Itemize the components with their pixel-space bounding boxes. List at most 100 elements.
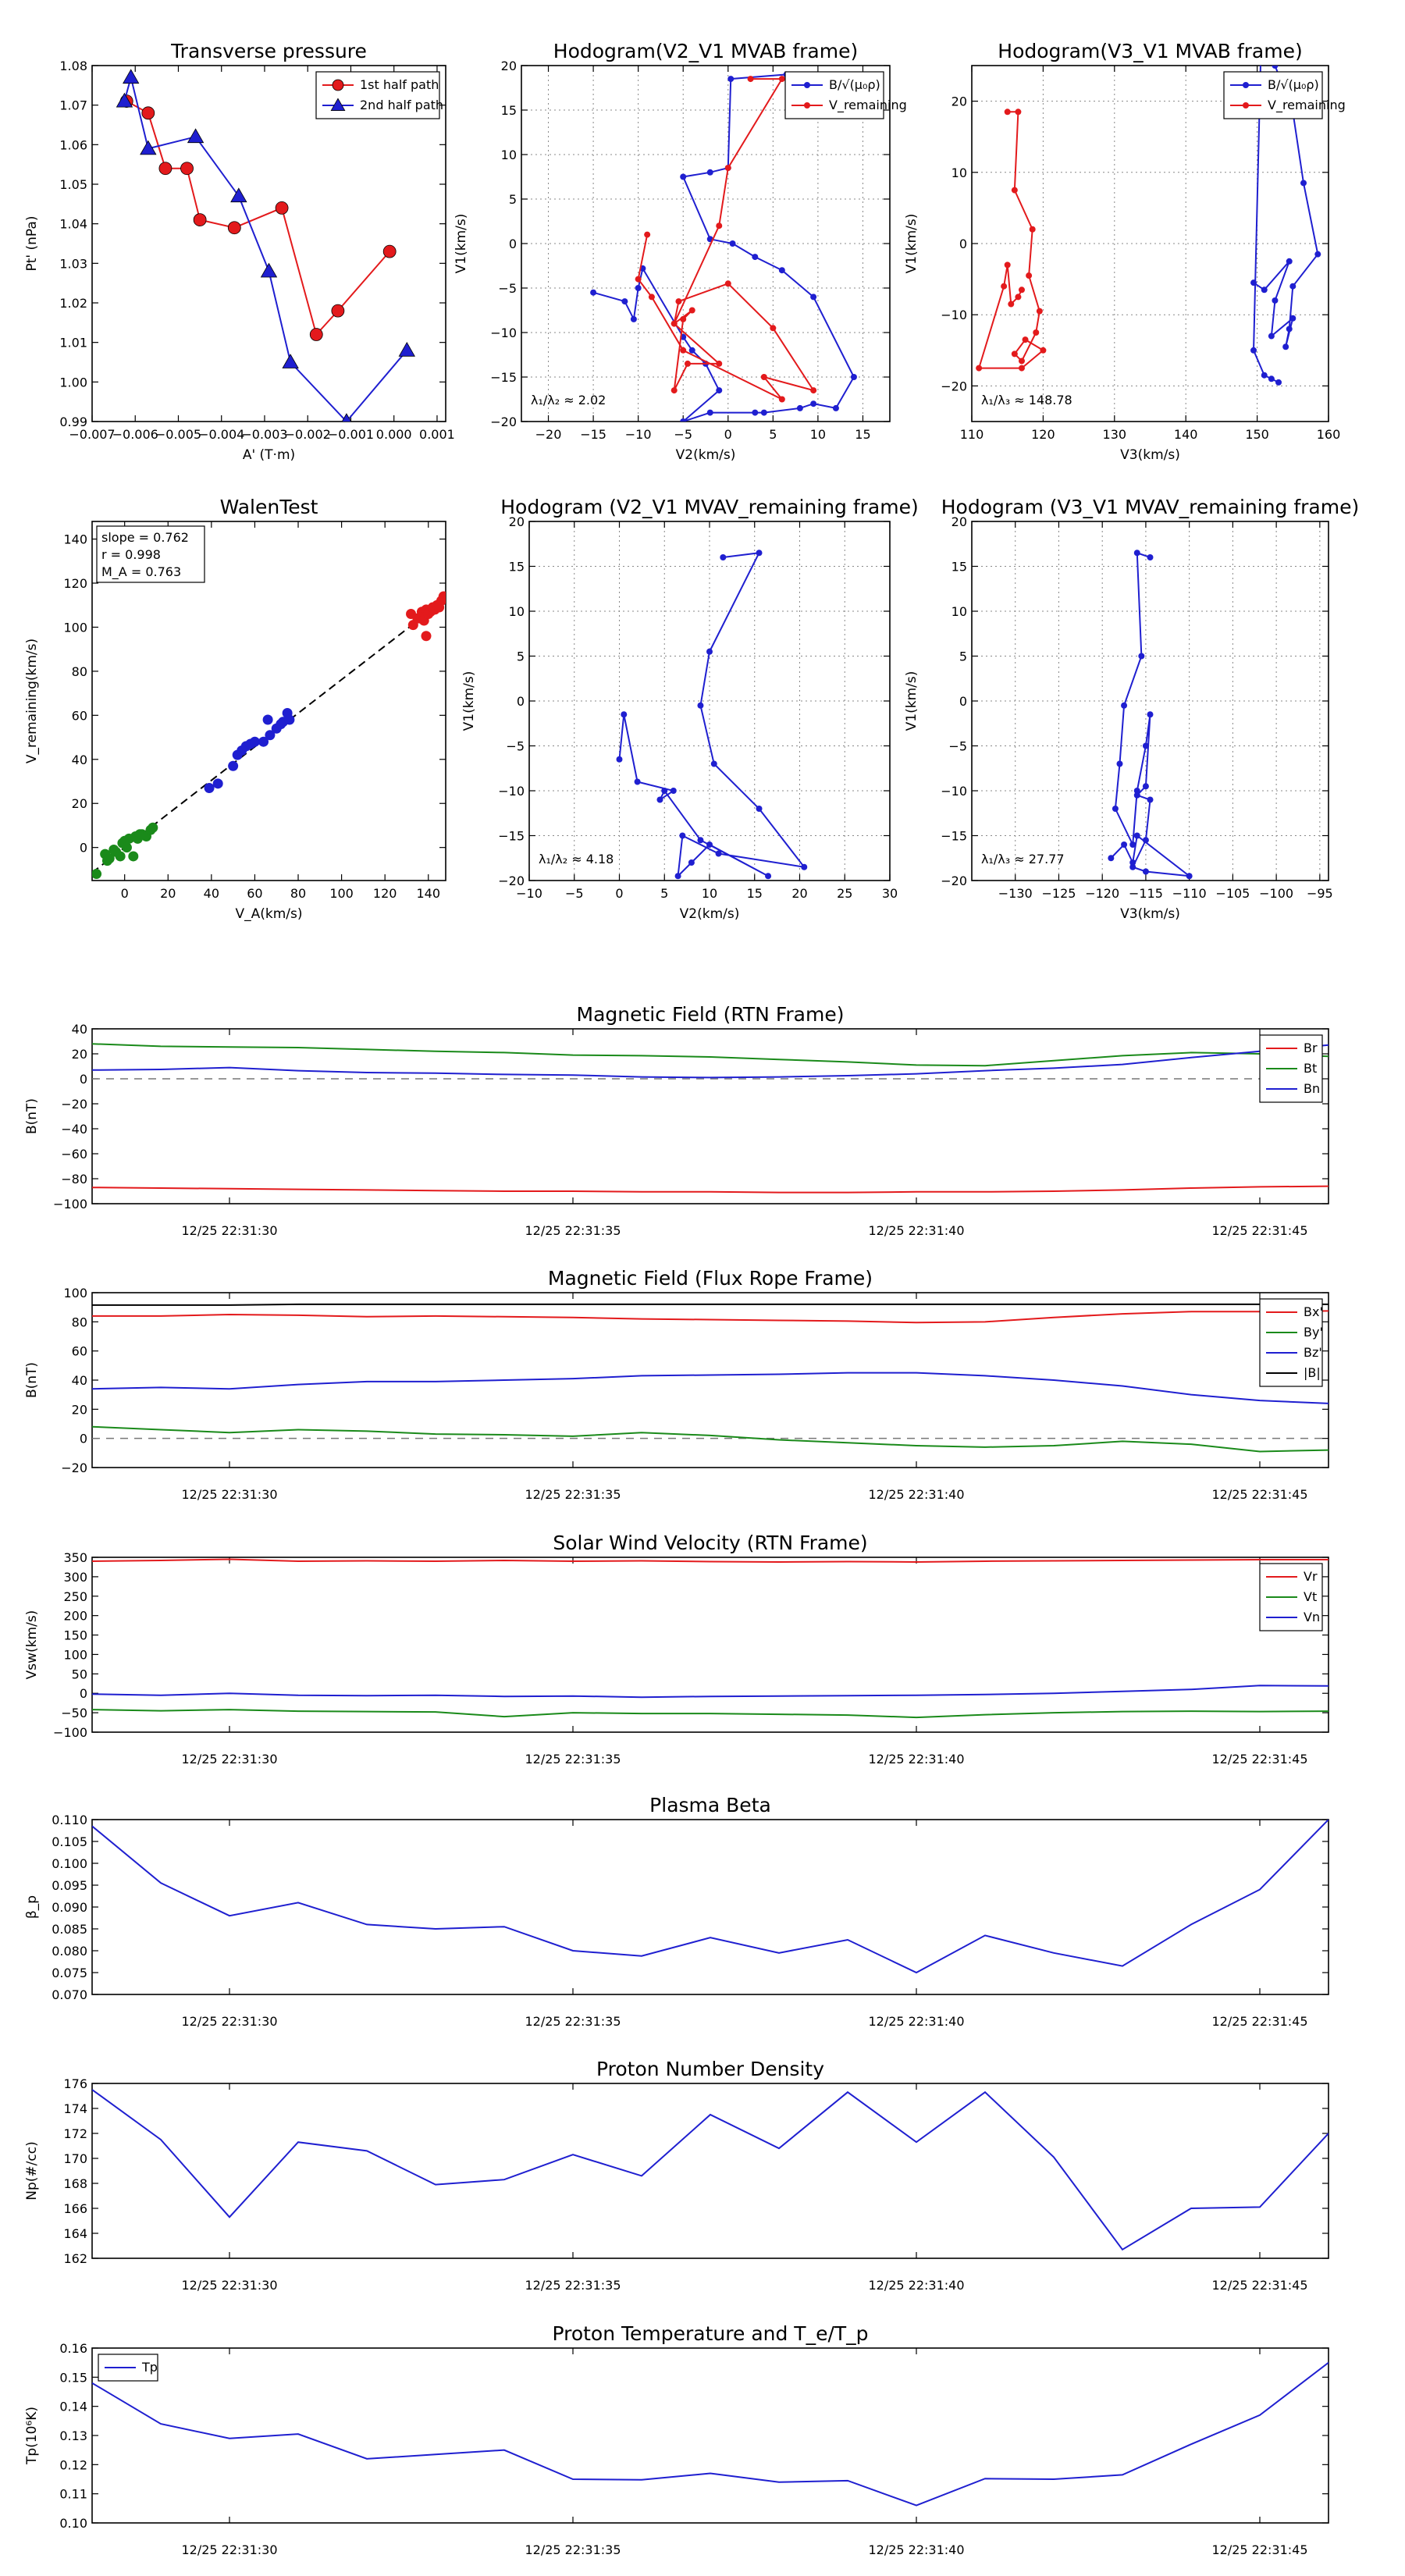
chart-title: Magnetic Field (Flux Rope Frame) xyxy=(548,1267,873,1290)
data-point xyxy=(756,550,763,557)
data-point xyxy=(1029,226,1036,233)
data-point xyxy=(724,165,731,172)
data-point xyxy=(1129,841,1136,848)
data-point xyxy=(635,285,642,291)
y-axis-label: V1(km/s) xyxy=(904,214,919,274)
data-point xyxy=(1268,333,1275,340)
y-tick-label: 200 xyxy=(63,1609,87,1624)
x-tick-label: 12/25 22:31:40 xyxy=(868,1752,964,1767)
legend-label: B/√(μ₀ρ) xyxy=(1268,77,1319,92)
plot-frame xyxy=(91,1557,1329,1733)
data-layer xyxy=(92,2361,1329,2507)
data-point xyxy=(309,328,323,341)
y-tick-label: 15 xyxy=(509,560,525,575)
series-line xyxy=(637,78,816,400)
x-tick-label: −110 xyxy=(1172,886,1207,901)
x-tick-label: 12/25 22:31:35 xyxy=(525,2014,621,2029)
x-tick-label: 160 xyxy=(1317,427,1341,442)
y-tick-label: 168 xyxy=(63,2176,87,2191)
data-point xyxy=(128,851,139,862)
legend-box xyxy=(784,71,884,119)
y-tick-label: 0.110 xyxy=(52,1813,87,1827)
series-line xyxy=(92,2089,1329,2251)
x-tick-label: 12/25 22:31:30 xyxy=(181,1223,277,1238)
series-line xyxy=(126,100,390,336)
y-tick-label: −10 xyxy=(490,326,517,340)
x-tick-label: 12/25 22:31:40 xyxy=(868,1223,964,1238)
y-tick-label: 0.090 xyxy=(52,1900,87,1915)
data-layer xyxy=(976,66,1321,386)
data-point xyxy=(1243,82,1249,88)
data-point xyxy=(330,98,346,111)
y-axis-label: B(nT) xyxy=(24,1362,40,1398)
data-point xyxy=(747,76,754,83)
y-tick-label: −15 xyxy=(941,829,967,844)
data-point xyxy=(1112,806,1119,812)
data-point xyxy=(796,404,803,411)
x-tick-label: −5 xyxy=(674,427,692,442)
x-tick-label: −105 xyxy=(1215,886,1250,901)
data-point xyxy=(680,315,687,322)
y-tick-label: −5 xyxy=(948,739,967,754)
data-point xyxy=(212,778,223,789)
data-point xyxy=(1008,301,1015,308)
x-tick-label: −125 xyxy=(1041,886,1076,901)
x-axis-label: V3(km/s) xyxy=(1120,447,1180,463)
y-axis-label: Tp(10⁶K) xyxy=(24,2407,40,2465)
data-point xyxy=(697,837,704,844)
y-tick-label: 164 xyxy=(63,2226,87,2241)
data-point xyxy=(1015,109,1022,116)
chart-beta: 12/25 22:31:30 12/25 22:31:35 12/25 22:31:… xyxy=(24,1794,1329,2029)
y-tick-label: 0.15 xyxy=(59,2370,87,2385)
x-tick-label: 140 xyxy=(416,886,440,901)
y-tick-label: −80 xyxy=(61,1172,87,1187)
x-tick-label: 12/25 22:31:30 xyxy=(181,2542,277,2557)
data-point xyxy=(148,822,158,833)
data-point xyxy=(752,409,759,416)
legend-label: Bt xyxy=(1304,1061,1317,1076)
data-point xyxy=(187,128,205,144)
data-layer xyxy=(116,69,415,422)
x-tick-label: 120 xyxy=(373,886,397,901)
data-point xyxy=(1036,308,1043,315)
x-tick-label: 12/25 22:31:45 xyxy=(1211,1487,1307,1502)
y-tick-label: 0.10 xyxy=(59,2516,87,2531)
y-tick-label: 0 xyxy=(80,1432,87,1446)
chart-h3: −10 −5 0 5 10 15 20 25 30−20−15−10−505101520Hodo… xyxy=(461,496,919,922)
y-tick-label: 1.00 xyxy=(59,375,87,390)
data-point xyxy=(752,254,759,261)
data-point xyxy=(121,842,132,853)
x-tick-label: 10 xyxy=(702,886,717,901)
x-tick-label: 60 xyxy=(247,886,262,901)
chart-title: WalenTest xyxy=(220,496,318,518)
x-tick-label: 12/25 22:31:35 xyxy=(525,2542,621,2557)
data-point xyxy=(1018,365,1025,372)
y-axis-label: V1(km/s) xyxy=(461,671,477,731)
legend: Vr Vt Vn xyxy=(1259,1563,1323,1631)
data-point xyxy=(341,413,352,422)
x-tick-label: 12/25 22:31:45 xyxy=(1211,1223,1307,1238)
data-point xyxy=(716,387,723,394)
legend-label: Vr xyxy=(1304,1569,1318,1584)
data-point xyxy=(1286,326,1293,333)
x-tick-label: −95 xyxy=(1307,886,1333,901)
y-tick-label: 60 xyxy=(72,1344,87,1359)
data-point xyxy=(1129,863,1136,870)
data-point xyxy=(141,106,155,120)
series-line xyxy=(92,1558,1329,1563)
x-tick-label: −0.005 xyxy=(155,427,201,442)
data-point xyxy=(282,354,299,368)
data-point xyxy=(382,244,397,258)
y-tick-label: 0.080 xyxy=(52,1944,87,1959)
data-point xyxy=(688,307,695,314)
data-point xyxy=(706,409,713,416)
data-point xyxy=(1133,832,1140,839)
x-tick-label: 12/25 22:31:45 xyxy=(1211,1752,1307,1767)
y-tick-label: 1.01 xyxy=(59,336,87,350)
data-point xyxy=(116,92,133,108)
data-point xyxy=(621,298,628,305)
plot-frame xyxy=(91,1028,1329,1204)
data-point xyxy=(398,341,415,357)
data-point xyxy=(778,396,785,403)
